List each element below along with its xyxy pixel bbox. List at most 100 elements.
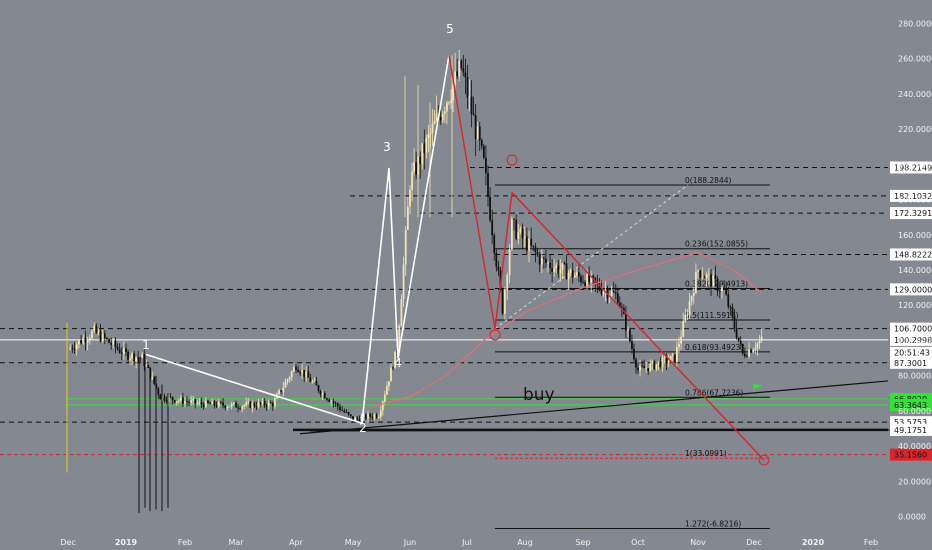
price-label-box: [890, 189, 932, 202]
candle-body: [549, 262, 551, 269]
candle-body: [733, 316, 736, 328]
candle-body: [425, 137, 428, 154]
x-tick-label: Feb: [864, 538, 878, 547]
candle-body: [339, 406, 341, 411]
candle-body: [470, 96, 473, 115]
candle-body: [723, 287, 726, 289]
y-tick-label: 160.0000: [898, 231, 932, 240]
price-label: 87.3001: [894, 359, 927, 368]
candle-body: [131, 353, 133, 359]
fib-label: 1.272(-6.8216): [685, 520, 741, 529]
candle-body: [517, 232, 520, 239]
candle-body: [506, 275, 509, 290]
candle-body: [458, 60, 461, 77]
x-tick-label: Aug: [517, 538, 533, 547]
candle-body: [392, 367, 394, 369]
candle-body: [99, 331, 102, 341]
candle-body: [411, 171, 413, 190]
y-tick-label: 200.0000: [898, 160, 932, 169]
candle-body: [573, 275, 576, 278]
candle-body: [215, 405, 218, 407]
candle-body: [503, 289, 506, 314]
candle-body: [519, 228, 522, 233]
red-marker-circle: [489, 329, 501, 341]
candle-body: [159, 394, 162, 400]
candle-body: [137, 357, 140, 359]
candle-body: [369, 414, 372, 417]
candle-body: [737, 337, 740, 341]
candle-body: [421, 143, 424, 164]
candle-body: [635, 359, 637, 368]
fib-label: 0.786(67.7236): [685, 388, 743, 397]
candle-body: [536, 252, 539, 256]
candle-body: [323, 392, 326, 399]
candle-body: [580, 276, 582, 282]
x-tick-label: Sep: [575, 538, 590, 547]
candle-body: [388, 381, 390, 387]
candle-body: [349, 414, 352, 417]
candle-body: [680, 336, 683, 344]
candle-body: [182, 397, 184, 404]
candle-body: [586, 274, 588, 287]
candle-body: [319, 390, 322, 395]
candle-body: [222, 402, 224, 406]
candle-body: [604, 290, 607, 292]
price-label-box: [890, 322, 932, 335]
candle-body: [725, 288, 728, 295]
fib-label: 0.236(152.0855): [685, 240, 748, 249]
candle-body: [257, 402, 260, 407]
candle-body: [616, 293, 619, 303]
candle-body: [439, 116, 442, 121]
candle-body: [141, 354, 144, 358]
x-tick-label: 2020: [802, 538, 825, 547]
x-tick-label: Mar: [228, 538, 244, 547]
candle-body: [91, 331, 93, 339]
candle-body: [513, 219, 515, 220]
fib-label: 0.5(111.5918): [685, 311, 739, 320]
price-label: 100.2998: [894, 336, 932, 345]
candle-body: [441, 113, 444, 121]
candle-body: [241, 406, 244, 409]
candle-body: [204, 400, 207, 408]
candle-body: [95, 325, 98, 333]
candle-body: [454, 71, 457, 85]
candle-body: [409, 189, 411, 207]
candle-body: [588, 274, 591, 283]
candle-body: [748, 349, 750, 357]
price-label: 106.7000: [894, 325, 932, 334]
candle-body: [452, 84, 454, 101]
candle-body: [367, 414, 369, 419]
candle-body: [245, 402, 248, 406]
candle-body: [211, 401, 214, 405]
candle-body: [167, 396, 170, 402]
candle-body: [398, 326, 401, 353]
candle-body: [697, 270, 699, 272]
candle-body: [202, 404, 205, 408]
candle-body: [684, 314, 687, 321]
candle-body: [377, 417, 380, 418]
candle-body: [565, 263, 568, 280]
candle-body: [665, 357, 668, 364]
candle-body: [600, 289, 603, 294]
candle-body: [336, 403, 339, 407]
candle-body: [419, 156, 422, 164]
candle-body: [716, 278, 719, 292]
candle-body: [375, 414, 378, 418]
candle-body: [383, 394, 386, 402]
candle-body: [495, 253, 498, 267]
candle-body: [120, 352, 123, 354]
candle-body: [175, 401, 178, 403]
candle-body: [631, 341, 633, 349]
candle-body: [610, 291, 613, 296]
candle-body: [659, 361, 662, 368]
candle-body: [255, 406, 258, 408]
candle-body: [188, 401, 190, 403]
candle-body: [147, 365, 150, 368]
green-flag-marker: [753, 383, 763, 392]
candle-body: [232, 402, 235, 404]
candle-body: [315, 380, 318, 386]
candle-body: [480, 140, 483, 147]
wave-label: 4: [394, 356, 402, 370]
candle-body: [746, 356, 748, 358]
